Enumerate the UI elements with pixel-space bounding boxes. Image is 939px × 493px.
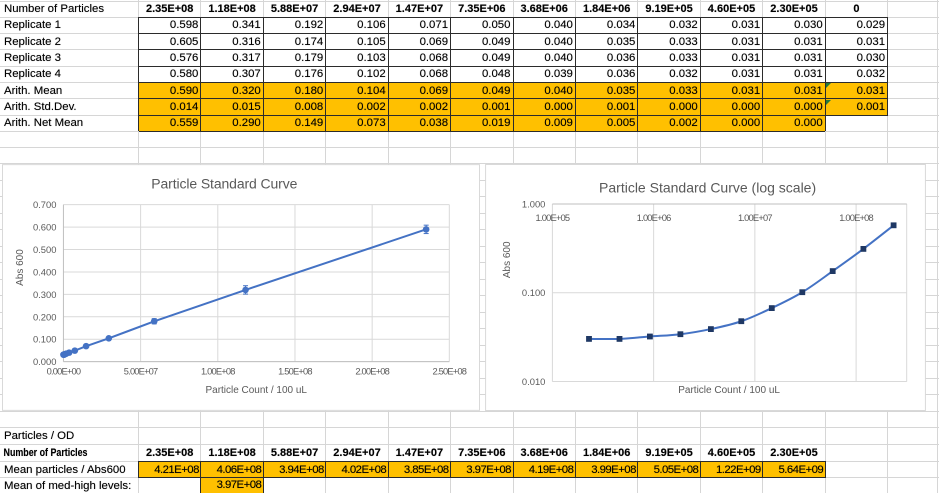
- svg-text:1.00E+05: 1.00E+05: [536, 213, 570, 223]
- svg-text:0.600: 0.600: [32, 221, 55, 232]
- svg-text:Particle Count / 100 uL: Particle Count / 100 uL: [678, 385, 780, 396]
- svg-text:0.500: 0.500: [32, 244, 55, 255]
- svg-text:5.00E+07: 5.00E+07: [123, 366, 157, 376]
- svg-text:1.000: 1.000: [522, 198, 545, 209]
- svg-text:Abs 600: Abs 600: [14, 249, 25, 286]
- svg-text:1.00E+06: 1.00E+06: [637, 213, 671, 223]
- svg-text:1.00E+08: 1.00E+08: [200, 366, 234, 376]
- svg-text:0.200: 0.200: [32, 311, 55, 322]
- svg-text:0.010: 0.010: [522, 376, 545, 387]
- svg-text:Particle Count / 100 uL: Particle Count / 100 uL: [205, 385, 307, 396]
- svg-text:0.300: 0.300: [32, 289, 55, 300]
- svg-text:0.400: 0.400: [32, 266, 55, 277]
- svg-text:0.100: 0.100: [522, 287, 545, 298]
- svg-text:0.00E+00: 0.00E+00: [46, 366, 80, 376]
- svg-text:2.50E+08: 2.50E+08: [432, 366, 466, 376]
- svg-text:Abs 600: Abs 600: [502, 241, 513, 278]
- svg-text:0.100: 0.100: [32, 333, 55, 344]
- svg-text:1.00E+07: 1.00E+07: [738, 213, 772, 223]
- svg-text:2.00E+08: 2.00E+08: [355, 366, 389, 376]
- svg-text:1.50E+08: 1.50E+08: [278, 366, 312, 376]
- svg-text:Particle Standard Curve: Particle Standard Curve: [151, 175, 297, 191]
- svg-text:1.00E+08: 1.00E+08: [839, 213, 873, 223]
- svg-text:0.000: 0.000: [32, 356, 55, 367]
- svg-text:0.700: 0.700: [32, 199, 55, 210]
- svg-text:Particle Standard Curve (log s: Particle Standard Curve (log scale): [599, 179, 816, 195]
